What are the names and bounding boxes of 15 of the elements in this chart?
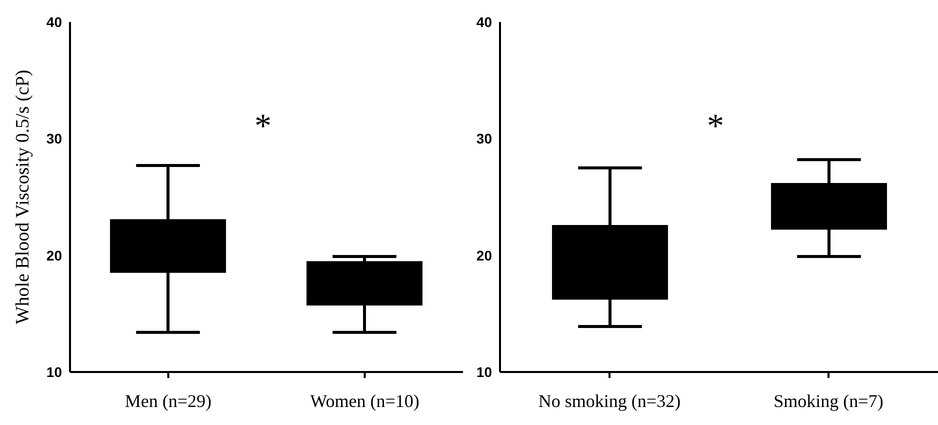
y-tick-label: 30	[476, 130, 492, 147]
y-axis-title: Whole Blood Viscosity 0.5/s (cP)	[12, 70, 34, 324]
y-tick-label: 30	[46, 130, 62, 147]
x-tick-label: Men (n=29)	[124, 390, 212, 411]
y-tick-label: 20	[476, 247, 492, 264]
x-tick-label: Women (n=10)	[310, 390, 420, 411]
y-tick-label: 40	[476, 14, 492, 30]
y-tick-label: 40	[46, 14, 62, 30]
x-tick-label: No smoking (n=32)	[538, 390, 681, 411]
annotation: *	[254, 108, 272, 146]
y-tick-label: 10	[476, 364, 492, 380]
annotation: *	[707, 108, 724, 146]
y-tick-label: 20	[46, 247, 62, 264]
y-tick-label: 10	[46, 364, 62, 380]
x-tick-label: Smoking (n=7)	[774, 390, 884, 411]
